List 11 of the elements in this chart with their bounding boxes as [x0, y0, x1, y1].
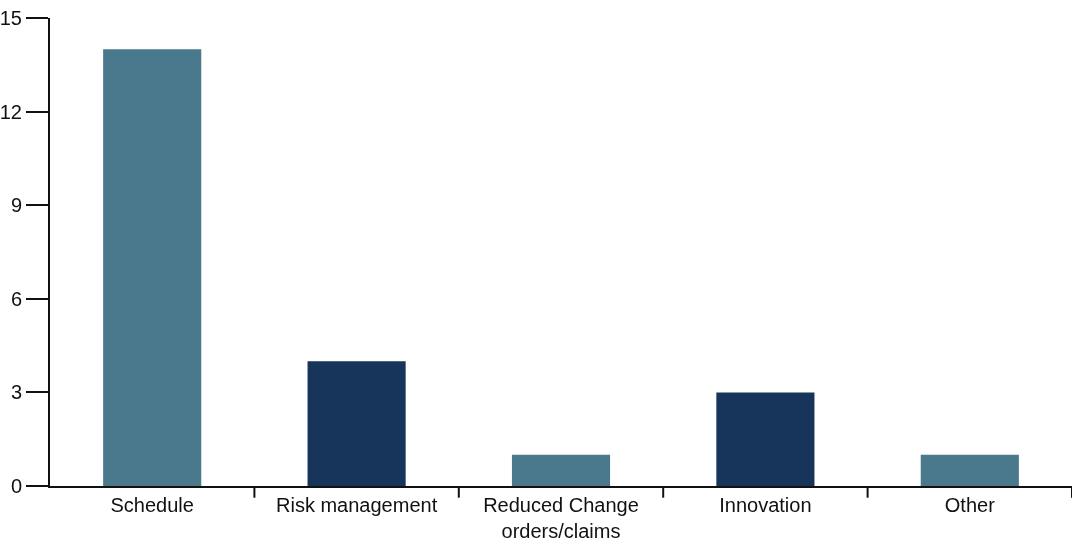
x-tick-label: Other: [944, 494, 996, 516]
y-tick-label: 6: [10, 287, 22, 310]
y-tick-label: 9: [10, 194, 22, 217]
x-tick-label: Schedule: [110, 494, 194, 516]
y-tick-label: 12: [0, 100, 22, 123]
x-tick-label: Reduced Change orders/claims: [483, 494, 639, 542]
x-tick-label: Innovation: [719, 494, 812, 516]
y-tick-label: 0: [10, 475, 22, 497]
y-tick-label: 3: [10, 381, 22, 404]
x-tick-label: Risk management: [276, 494, 438, 516]
y-tick-label: 15: [0, 7, 22, 29]
